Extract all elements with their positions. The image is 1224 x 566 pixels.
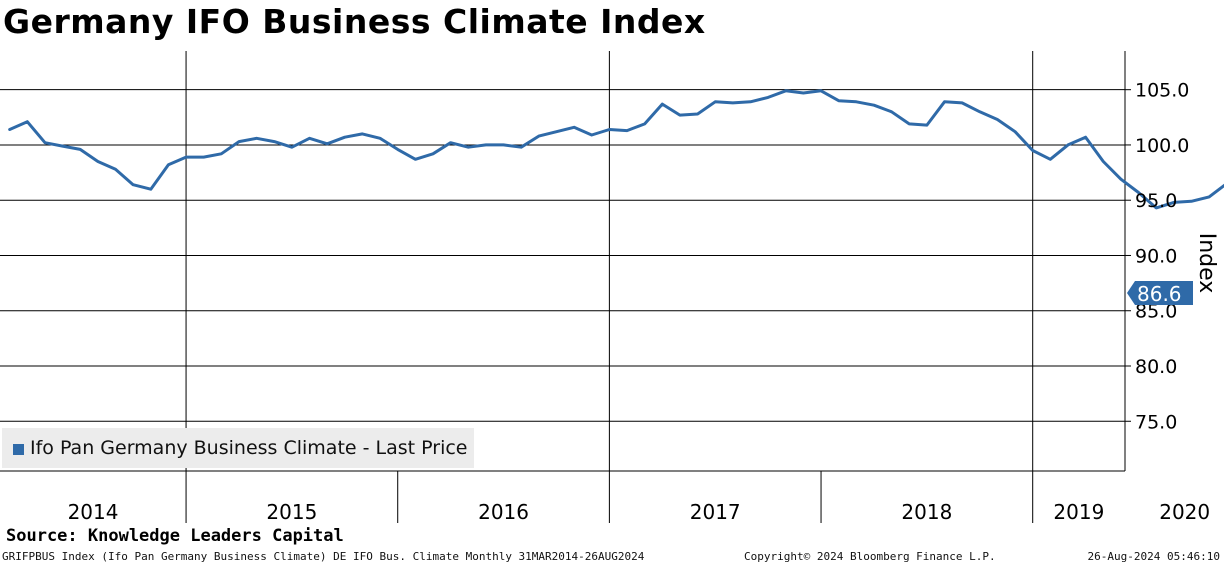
footer-timestamp: 26-Aug-2024 05:46:10 — [1087, 550, 1220, 563]
x-tick-label: 2014 — [68, 500, 119, 524]
legend: Ifo Pan Germany Business Climate - Last … — [2, 428, 474, 468]
y-tick-label: 75.0 — [1135, 411, 1177, 433]
y-tick-label: 80.0 — [1135, 356, 1177, 378]
x-tick-label: 2018 — [901, 500, 952, 524]
y-tick-label: 90.0 — [1135, 245, 1177, 267]
x-tick-label: 2020 — [1159, 500, 1210, 524]
x-tick-label: 2016 — [478, 500, 529, 524]
y-tick-label: 95.0 — [1135, 190, 1177, 212]
series-line — [8, 89, 1224, 210]
source-text: Source: Knowledge Leaders Capital — [6, 526, 344, 546]
series-layer — [8, 89, 1224, 210]
x-tick-label: 2019 — [1053, 500, 1104, 524]
x-tick-label: 2017 — [690, 500, 741, 524]
footer-copyright: Copyright© 2024 Bloomberg Finance L.P. — [744, 550, 996, 563]
footer-ticker: GRIFPBUS Index (Ifo Pan Germany Business… — [2, 550, 645, 563]
legend-swatch — [13, 444, 24, 455]
label-layer: 75.0 80.0 85.0 90.0 95.0 100.0 105.0 2014 2015 20… — [68, 80, 1219, 524]
legend-label: Ifo Pan Germany Business Climate - Last … — [30, 437, 468, 459]
grid-layer — [0, 51, 1125, 471]
y-tick-label: 105.0 — [1135, 80, 1189, 102]
axis-layer — [0, 51, 1131, 523]
x-tick-label: 2015 — [266, 500, 317, 524]
last-value-label: 86.6 — [1137, 282, 1182, 306]
chart-title: Germany IFO Business Climate Index — [3, 2, 706, 41]
y-tick-label: 100.0 — [1135, 135, 1189, 157]
last-value-tag — [1127, 281, 1193, 306]
y-tick-label: 85.0 — [1135, 301, 1177, 323]
y-axis-title: Index — [1194, 233, 1219, 294]
